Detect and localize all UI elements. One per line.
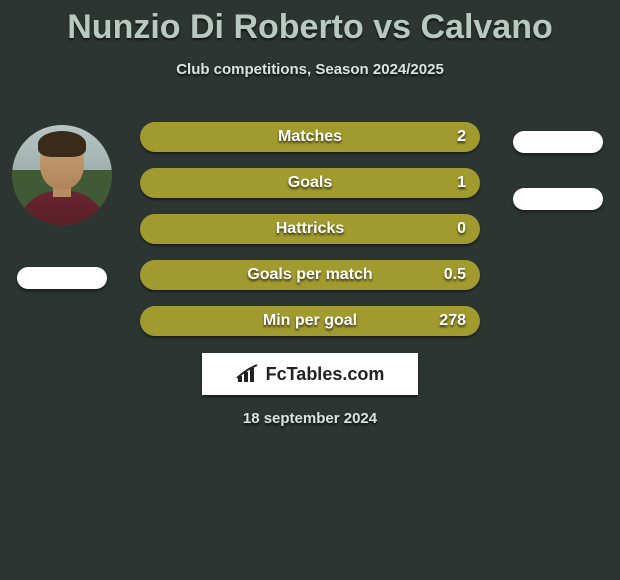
player-left-block — [10, 125, 114, 294]
branding-badge[interactable]: FcTables.com — [202, 353, 418, 395]
stat-value: 1 — [457, 174, 466, 192]
stat-value: 2 — [457, 128, 466, 146]
stat-label: Goals per match — [140, 266, 480, 284]
player-right-name-pill-2 — [513, 188, 603, 210]
stat-label: Goals — [140, 174, 480, 192]
stat-value: 0.5 — [444, 266, 466, 284]
stat-label: Matches — [140, 128, 480, 146]
branding-text: FcTables.com — [266, 364, 385, 385]
player-right-block — [506, 125, 610, 215]
stat-row: Matches2 — [140, 122, 480, 152]
stat-label: Min per goal — [140, 312, 480, 330]
page-title: Nunzio Di Roberto vs Calvano — [0, 0, 620, 47]
player-left-name-pill — [17, 267, 107, 289]
stat-row: Goals per match0.5 — [140, 260, 480, 290]
date-text: 18 september 2024 — [0, 410, 620, 427]
subtitle: Club competitions, Season 2024/2025 — [0, 61, 620, 78]
stat-value: 278 — [439, 312, 466, 330]
chart-icon — [236, 364, 260, 384]
stats-table: Matches2Goals1Hattricks0Goals per match0… — [140, 122, 480, 352]
stat-row: Min per goal278 — [140, 306, 480, 336]
player-right-name-pill-1 — [513, 131, 603, 153]
stat-value: 0 — [457, 220, 466, 238]
stat-row: Hattricks0 — [140, 214, 480, 244]
stat-label: Hattricks — [140, 220, 480, 238]
stat-row: Goals1 — [140, 168, 480, 198]
player-left-avatar — [12, 125, 112, 225]
